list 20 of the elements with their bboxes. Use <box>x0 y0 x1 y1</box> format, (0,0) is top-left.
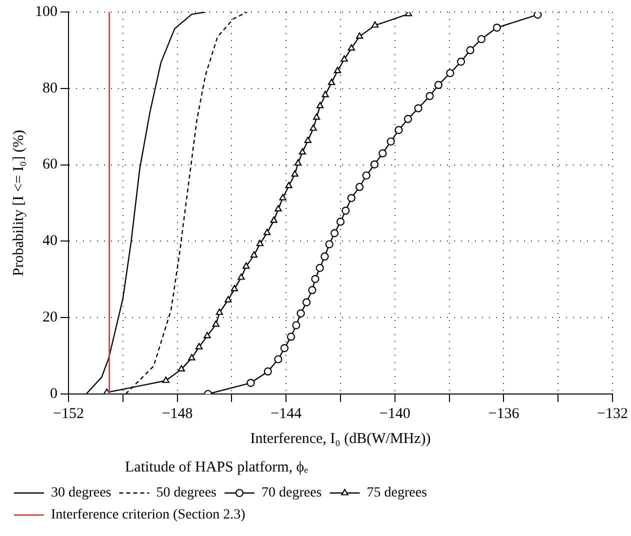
legend-title: Latitude of HAPS platform, ϕₑ <box>125 459 308 476</box>
legend-label: Interference criterion (Section 2.3) <box>51 508 246 523</box>
y-tick-label: 20 <box>42 310 58 326</box>
x-tick-label: −140 <box>379 406 410 422</box>
y-tick-label: 100 <box>35 4 58 20</box>
y-tick-label: 80 <box>42 80 58 96</box>
y-tick-label: 0 <box>50 386 58 402</box>
x-tick-label: −136 <box>488 406 520 422</box>
y-axis-title: Probability [I <= I₀] (%) <box>10 130 27 276</box>
y-tick-label: 40 <box>42 233 58 250</box>
x-axis-title: Interference, I₀ (dB(W/MHz)) <box>250 430 431 447</box>
legend-label: 50 degrees <box>156 486 217 501</box>
x-tick-label: −148 <box>162 406 193 422</box>
legend-label: 75 degrees <box>366 486 428 501</box>
legend-label: 30 degrees <box>51 486 112 501</box>
x-tick-label: −132 <box>597 406 628 422</box>
y-tick-label: 60 <box>42 156 58 173</box>
legend-label: 70 degrees <box>262 486 322 501</box>
x-tick-label: −144 <box>270 406 302 422</box>
x-tick-label: −152 <box>53 406 84 422</box>
